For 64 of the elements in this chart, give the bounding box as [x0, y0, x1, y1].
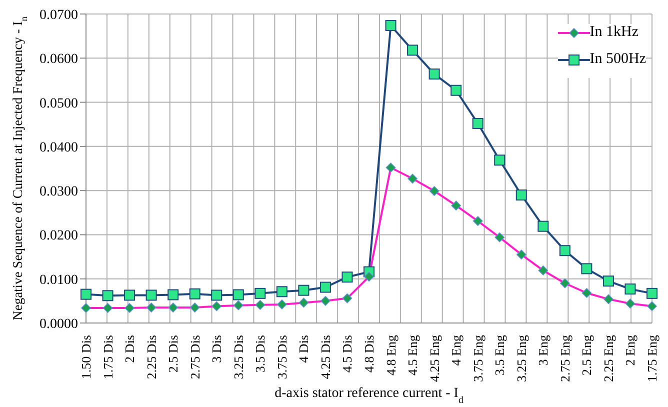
- point: [254, 288, 266, 299]
- y-tick-label: 0.0500: [40, 96, 78, 112]
- x-tick-label: 2 Dis: [122, 335, 138, 363]
- y-tick-label: 0.0700: [40, 8, 78, 23]
- point: [232, 289, 244, 300]
- point: [276, 286, 288, 298]
- x-tick-label: 2 Eng: [622, 334, 638, 366]
- y-tick-label: 0.0600: [40, 52, 78, 68]
- legend-label: In 1kHz: [590, 24, 638, 41]
- point: [298, 284, 310, 296]
- point: [320, 282, 331, 293]
- point: [211, 290, 222, 301]
- x-tick-label: 1.75 Eng: [644, 334, 660, 382]
- x-tick-label: 2.75 Dis: [187, 335, 202, 380]
- point: [516, 189, 527, 200]
- point: [407, 44, 418, 56]
- x-tick-label: 4.5 Eng: [405, 334, 420, 376]
- point: [385, 20, 396, 31]
- point: [168, 289, 179, 300]
- x-tick-label: 4.25 Dis: [318, 335, 333, 380]
- x-tick-label: 3.5 Eng: [492, 334, 508, 376]
- point: [102, 290, 114, 302]
- point: [428, 68, 440, 80]
- legend-label: In 500Hz: [590, 51, 646, 68]
- point: [146, 290, 157, 301]
- x-tick-label: 4.8 Dis: [362, 335, 376, 373]
- x-tick-label: 4.8 Eng: [383, 334, 398, 376]
- x-tick-label: 4.5 Dis: [340, 335, 355, 373]
- y-tick-label: 0.0300: [40, 184, 78, 200]
- x-tick-label: 3.75 Eng: [470, 334, 486, 382]
- x-tick-label: 2.25 Dis: [144, 335, 159, 380]
- point: [646, 288, 658, 299]
- x-tick-label: 3 Dis: [209, 335, 224, 363]
- x-tick-label: 1.75 Dis: [100, 335, 116, 380]
- point: [559, 245, 570, 256]
- x-tick-label: 4 Dis: [296, 335, 312, 363]
- x-tick-label: 3 Eng: [536, 334, 551, 366]
- point: [602, 276, 614, 287]
- point: [494, 154, 506, 166]
- x-tick-label: 2.5 Eng: [579, 334, 594, 376]
- point: [624, 284, 636, 295]
- point: [450, 84, 462, 96]
- y-tick-label: 0.0400: [40, 140, 78, 156]
- point: [581, 263, 592, 274]
- x-tick-label: 3.25 Dis: [230, 335, 246, 380]
- x-tick-label: 3.5 Dis: [252, 335, 268, 373]
- x-axis-title: d-axis stator reference current - I$_{d}$: [274, 386, 464, 406]
- point: [342, 272, 353, 283]
- point: [189, 288, 200, 300]
- x-tick-label: 2.75 Eng: [557, 334, 572, 382]
- point: [472, 118, 484, 129]
- y-tick-label: 0.0100: [40, 272, 78, 288]
- y-tick-label: 0.0000: [40, 316, 78, 332]
- x-tick-label: 2.25 Eng: [600, 334, 616, 382]
- x-tick-label: 3.25 Eng: [514, 334, 529, 382]
- x-tick-label: 1.50 Dis: [78, 335, 94, 380]
- x-tick-label: 2.5 Dis: [166, 335, 181, 373]
- x-tick-label: 3.75 Dis: [274, 335, 290, 380]
- point: [80, 288, 92, 300]
- point: [538, 220, 549, 232]
- point: [124, 290, 136, 301]
- y-tick-label: 0.0200: [40, 228, 78, 244]
- x-tick-label: 4 Eng: [448, 334, 464, 366]
- x-tick-label: 4.25 Eng: [426, 334, 442, 382]
